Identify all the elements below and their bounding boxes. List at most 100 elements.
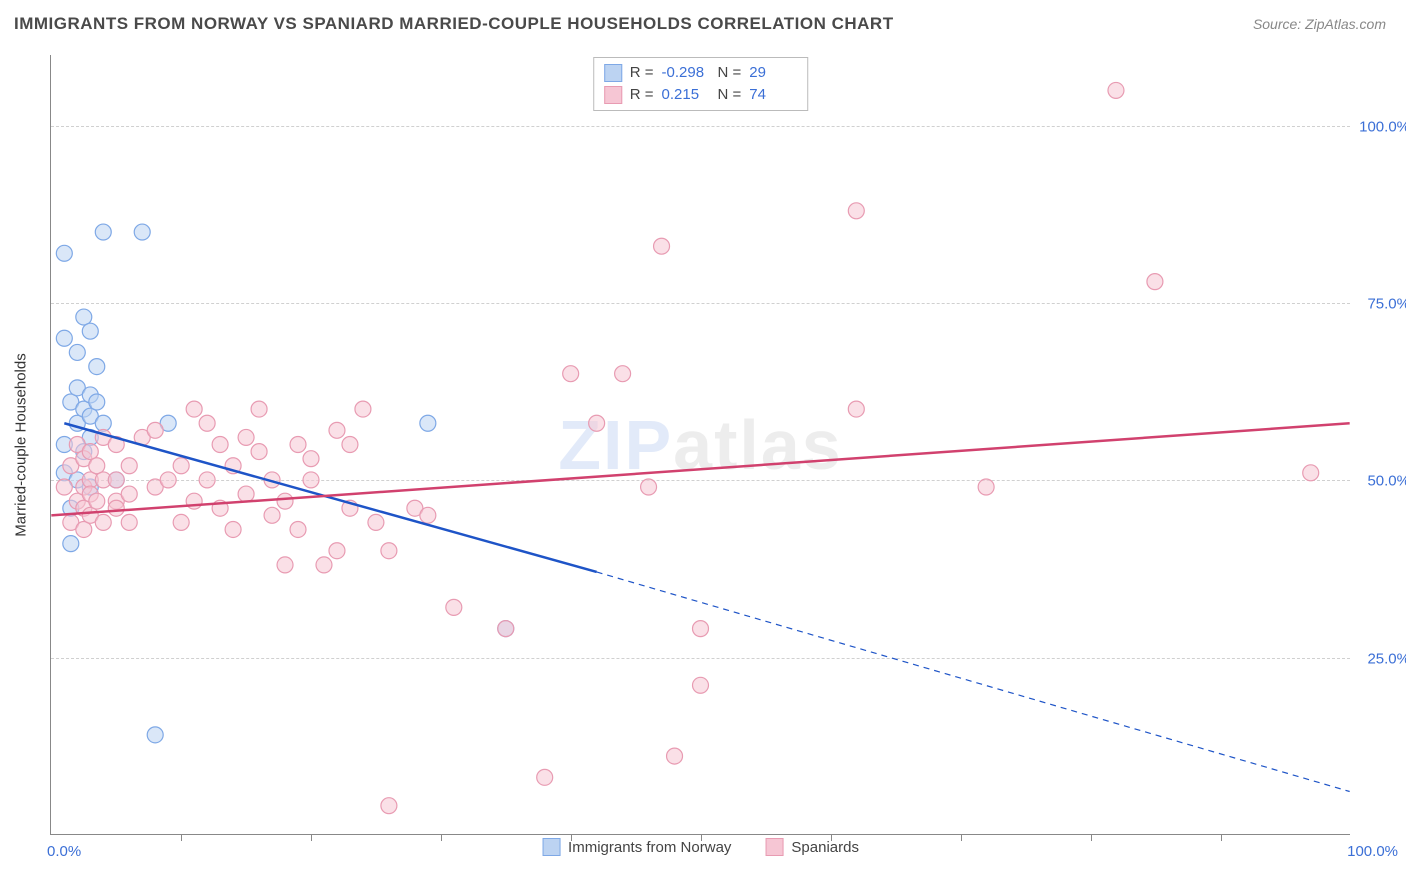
data-point: [848, 401, 864, 417]
legend-swatch: [604, 64, 622, 82]
chart-title: IMMIGRANTS FROM NORWAY VS SPANIARD MARRI…: [14, 14, 894, 34]
data-point: [147, 422, 163, 438]
x-tick: [311, 834, 312, 841]
data-point: [537, 769, 553, 785]
data-point: [173, 514, 189, 530]
x-axis-origin-label: 0.0%: [47, 843, 81, 860]
x-tick: [181, 834, 182, 841]
data-point: [89, 359, 105, 375]
legend-r-label: R =: [630, 62, 654, 84]
data-point: [173, 458, 189, 474]
data-point: [615, 366, 631, 382]
series-legend: Immigrants from Norway Spaniards: [542, 838, 859, 856]
source-label: Source: ZipAtlas.com: [1253, 16, 1386, 32]
data-point: [381, 543, 397, 559]
data-point: [277, 557, 293, 573]
data-point: [186, 401, 202, 417]
x-tick: [441, 834, 442, 841]
legend-swatch: [542, 838, 560, 856]
y-axis-title: Married-couple Households: [13, 353, 30, 536]
data-point: [1303, 465, 1319, 481]
data-point: [121, 458, 137, 474]
data-point: [56, 245, 72, 261]
data-point: [563, 366, 579, 382]
data-point: [420, 507, 436, 523]
data-point: [56, 479, 72, 495]
data-point: [56, 330, 72, 346]
data-point: [329, 422, 345, 438]
regression-line-dashed: [597, 572, 1350, 792]
data-point: [316, 557, 332, 573]
data-point: [420, 415, 436, 431]
y-tick-label: 75.0%: [1355, 296, 1406, 313]
legend-swatch: [765, 838, 783, 856]
data-point: [121, 514, 137, 530]
data-point: [277, 493, 293, 509]
data-point: [238, 429, 254, 445]
y-tick-label: 25.0%: [1355, 650, 1406, 667]
data-point: [134, 224, 150, 240]
data-point: [199, 472, 215, 488]
legend-swatch: [604, 86, 622, 104]
data-point: [89, 394, 105, 410]
legend-label: Spaniards: [791, 839, 859, 856]
data-point: [368, 514, 384, 530]
data-point: [121, 486, 137, 502]
data-point: [667, 748, 683, 764]
data-point: [76, 521, 92, 537]
data-point: [355, 401, 371, 417]
data-point: [108, 500, 124, 516]
x-tick: [961, 834, 962, 841]
data-point: [329, 543, 345, 559]
data-point: [147, 727, 163, 743]
data-point: [978, 479, 994, 495]
legend-row: R =0.215N =74: [604, 84, 798, 106]
data-point: [589, 415, 605, 431]
data-point: [264, 507, 280, 523]
data-point: [654, 238, 670, 254]
data-point: [69, 344, 85, 360]
data-point: [381, 798, 397, 814]
data-point: [63, 536, 79, 552]
data-point: [82, 444, 98, 460]
data-point: [251, 401, 267, 417]
legend-r-value: 0.215: [662, 84, 710, 106]
data-point: [303, 451, 319, 467]
legend-row: R = -0.298 N = 29: [604, 62, 798, 84]
data-point: [225, 521, 241, 537]
legend-r-label: R =: [630, 84, 654, 106]
legend-n-label: N =: [718, 84, 742, 106]
correlation-legend: R =-0.298N =29R =0.215N =74: [593, 57, 809, 111]
x-tick: [1091, 834, 1092, 841]
data-point: [342, 437, 358, 453]
data-point: [446, 599, 462, 615]
y-tick-label: 100.0%: [1355, 118, 1406, 135]
data-point: [160, 472, 176, 488]
data-point: [89, 458, 105, 474]
data-point: [251, 444, 267, 460]
data-point: [95, 514, 111, 530]
data-point: [108, 472, 124, 488]
data-point: [1147, 274, 1163, 290]
data-point: [199, 415, 215, 431]
data-point: [290, 437, 306, 453]
data-point: [498, 621, 514, 637]
x-tick: [1221, 834, 1222, 841]
legend-n-value: 29: [749, 62, 797, 84]
data-point: [1108, 82, 1124, 98]
data-point: [303, 472, 319, 488]
legend-r-value: -0.298: [662, 62, 710, 84]
legend-n-label: N =: [718, 62, 742, 84]
plot-area: Married-couple Households 25.0%50.0%75.0…: [50, 55, 1350, 835]
data-point: [212, 437, 228, 453]
data-point: [693, 621, 709, 637]
legend-item: Immigrants from Norway: [542, 838, 731, 856]
data-point: [89, 493, 105, 509]
data-point: [82, 323, 98, 339]
data-point: [290, 521, 306, 537]
legend-item: Spaniards: [765, 838, 859, 856]
scatter-svg: [51, 55, 1350, 834]
data-point: [76, 309, 92, 325]
legend-label: Immigrants from Norway: [568, 839, 731, 856]
data-point: [95, 224, 111, 240]
